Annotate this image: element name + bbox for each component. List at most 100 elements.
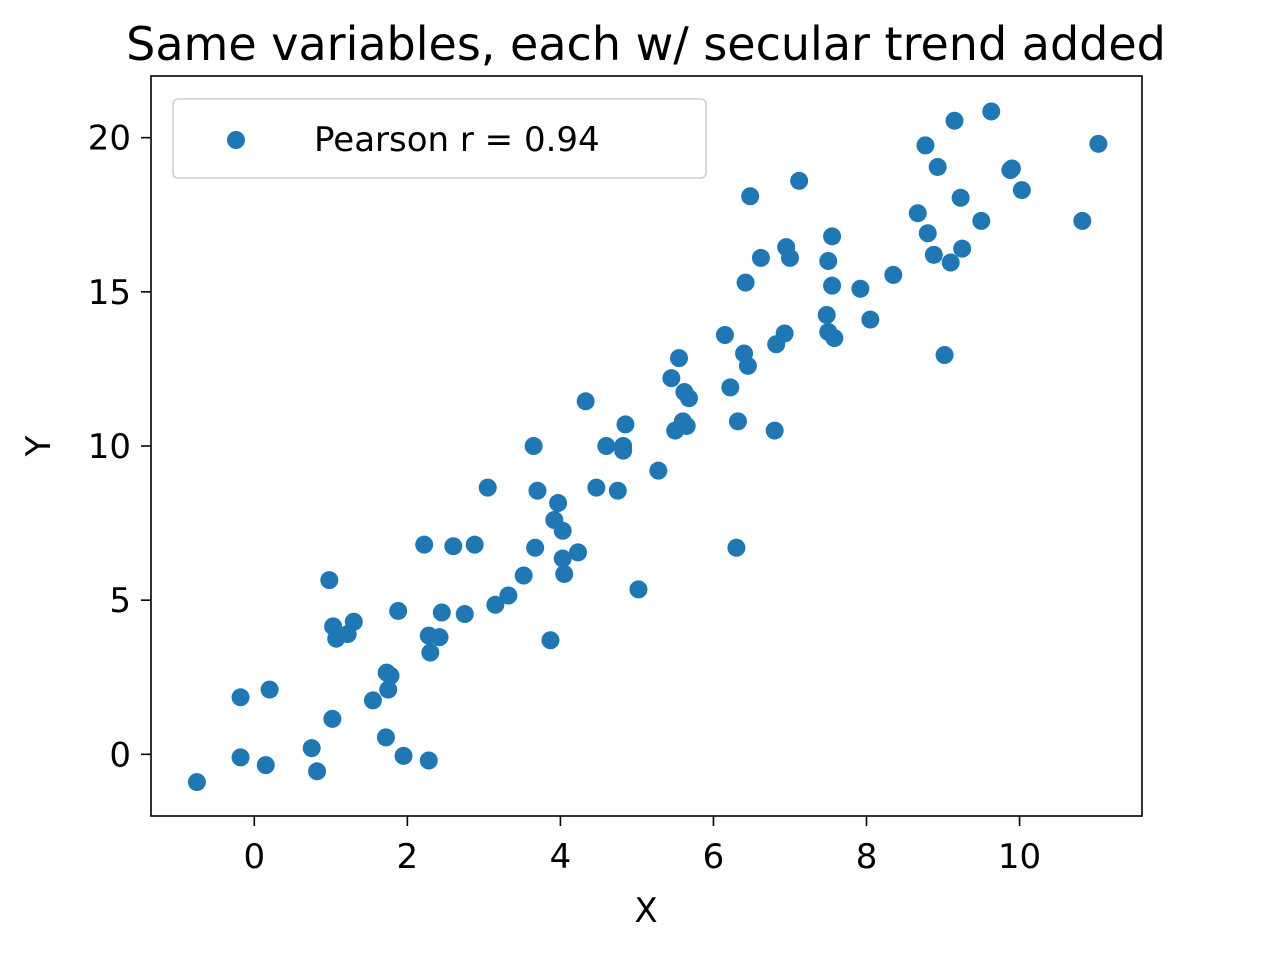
scatter-point — [951, 188, 970, 207]
y-tick-label: 5 — [109, 581, 131, 621]
legend-marker — [227, 131, 245, 149]
legend: Pearson r = 0.94 — [172, 98, 707, 179]
scatter-point — [662, 369, 681, 388]
scatter-point — [918, 224, 937, 243]
scatter-point — [825, 329, 844, 348]
scatter-point — [308, 762, 327, 781]
scatter-point — [421, 643, 440, 662]
scatter-point — [738, 356, 757, 375]
scatter-point — [541, 631, 560, 650]
scatter-point — [727, 538, 746, 557]
scatter-point — [728, 412, 747, 431]
scatter-point — [302, 739, 321, 758]
scatter-point — [1073, 211, 1092, 230]
scatter-point — [823, 276, 842, 295]
y-tick-label: 10 — [88, 427, 131, 467]
scatter-point — [486, 595, 505, 614]
scatter-point — [916, 136, 935, 155]
scatter-point — [1002, 159, 1021, 178]
scatter-point — [430, 628, 449, 647]
scatter-point — [982, 102, 1001, 121]
scatter-point — [945, 111, 964, 130]
scatter-point — [389, 601, 408, 620]
scatter-point — [817, 305, 836, 324]
scatter-point — [765, 421, 784, 440]
scatter-point — [751, 248, 770, 267]
scatter-point — [231, 688, 250, 707]
scatter-point — [478, 478, 497, 497]
scatter-point — [363, 691, 382, 710]
scatter-point — [1012, 181, 1031, 200]
scatter-point — [514, 566, 533, 585]
scatter-point — [715, 326, 734, 344]
scatter-point — [608, 481, 627, 500]
y-tick-label: 15 — [88, 273, 131, 313]
scatter-point — [679, 389, 698, 408]
y-tick-label: 0 — [109, 735, 131, 775]
scatter-point — [231, 748, 250, 767]
scatter-point — [344, 612, 363, 631]
scatter-point — [616, 415, 635, 434]
scatter-point — [972, 211, 991, 230]
scatter-point — [323, 709, 342, 728]
scatter-point — [555, 564, 574, 583]
x-tick-label: 8 — [856, 837, 878, 877]
scatter-point — [587, 478, 606, 497]
scatter-point — [549, 494, 568, 513]
scatter-point — [908, 204, 927, 223]
scatter-point — [553, 521, 572, 540]
scatter-point — [526, 538, 545, 557]
scatter-point — [736, 273, 755, 292]
scatter-point — [499, 586, 518, 605]
plot-area-frame — [150, 75, 1143, 817]
x-tick-label: 0 — [243, 837, 265, 877]
scatter-point — [924, 245, 943, 264]
scatter-point — [670, 349, 689, 368]
scatter-point — [629, 580, 648, 599]
scatter-point — [953, 239, 972, 258]
scatter-point — [376, 728, 395, 747]
scatter-point — [928, 157, 947, 176]
scatter-point — [941, 253, 960, 272]
scatter-point — [444, 537, 463, 556]
scatter-point — [465, 535, 484, 554]
scatter-point — [528, 481, 547, 500]
scatter-point — [553, 549, 572, 568]
scatter-point — [861, 310, 880, 329]
scatter-point — [775, 324, 794, 343]
scatter-point — [819, 252, 838, 270]
scatter-point — [455, 605, 474, 624]
y-axis-label: Y — [19, 435, 59, 457]
scatter-point — [597, 437, 616, 455]
scatter-point — [1089, 134, 1108, 153]
scatter-point — [381, 666, 400, 685]
scatter-point — [780, 248, 799, 267]
scatter-point — [187, 773, 206, 792]
scatter-point — [415, 535, 434, 554]
scatter-point — [256, 756, 275, 775]
data-points — [187, 102, 1108, 792]
x-axis-label: X — [634, 891, 657, 931]
x-tick-label: 4 — [550, 837, 572, 877]
y-tick-label: 20 — [88, 119, 131, 159]
x-tick-label: 2 — [397, 837, 419, 877]
scatter-point — [677, 416, 696, 435]
scatter-point — [741, 187, 760, 206]
scatter-point — [884, 265, 903, 284]
legend-box — [172, 98, 707, 179]
scatter-point — [721, 378, 740, 397]
scatter-point — [260, 680, 279, 699]
scatter-point — [649, 461, 668, 480]
scatter-point — [851, 279, 870, 298]
scatter-point — [379, 680, 398, 699]
scatter-point — [823, 227, 842, 246]
legend-label: Pearson r = 0.94 — [314, 120, 600, 160]
scatter-point — [419, 751, 438, 770]
scatter-point — [614, 441, 633, 460]
x-tick-label: 6 — [703, 837, 725, 877]
scatter-point — [320, 571, 339, 590]
scatter-point — [935, 346, 954, 365]
x-tick-label: 10 — [998, 837, 1041, 877]
chart-title: Same variables, each w/ secular trend ad… — [126, 17, 1166, 71]
